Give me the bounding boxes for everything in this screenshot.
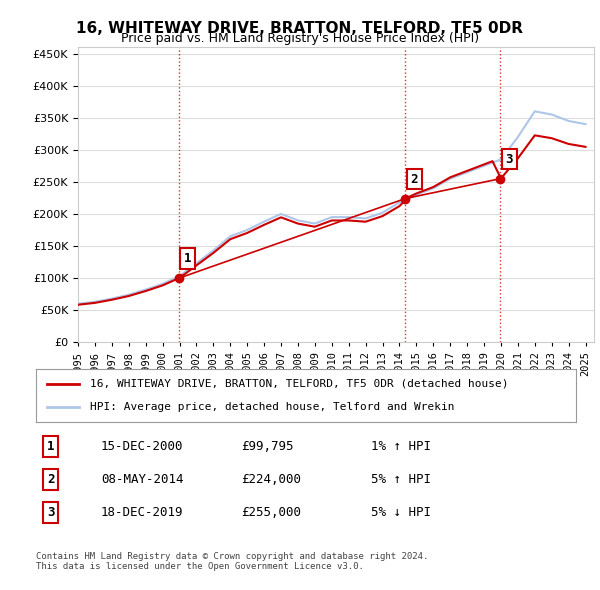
Text: 18-DEC-2019: 18-DEC-2019 [101,506,184,519]
Text: 3: 3 [505,153,513,166]
Text: 2: 2 [410,172,418,185]
Text: 1% ↑ HPI: 1% ↑ HPI [371,440,431,453]
Text: £224,000: £224,000 [241,473,301,486]
Text: 5% ↑ HPI: 5% ↑ HPI [371,473,431,486]
Text: 15-DEC-2000: 15-DEC-2000 [101,440,184,453]
Text: £255,000: £255,000 [241,506,301,519]
Text: 16, WHITEWAY DRIVE, BRATTON, TELFORD, TF5 0DR (detached house): 16, WHITEWAY DRIVE, BRATTON, TELFORD, TF… [90,379,509,389]
Text: 1: 1 [184,252,191,265]
Text: £99,795: £99,795 [241,440,294,453]
Text: 1: 1 [47,440,54,453]
Text: Price paid vs. HM Land Registry's House Price Index (HPI): Price paid vs. HM Land Registry's House … [121,32,479,45]
Text: 08-MAY-2014: 08-MAY-2014 [101,473,184,486]
Text: 5% ↓ HPI: 5% ↓ HPI [371,506,431,519]
Text: 2: 2 [47,473,54,486]
Text: 3: 3 [47,506,54,519]
Text: 16, WHITEWAY DRIVE, BRATTON, TELFORD, TF5 0DR: 16, WHITEWAY DRIVE, BRATTON, TELFORD, TF… [77,21,523,35]
Text: Contains HM Land Registry data © Crown copyright and database right 2024.
This d: Contains HM Land Registry data © Crown c… [36,552,428,571]
Text: HPI: Average price, detached house, Telford and Wrekin: HPI: Average price, detached house, Telf… [90,402,455,412]
